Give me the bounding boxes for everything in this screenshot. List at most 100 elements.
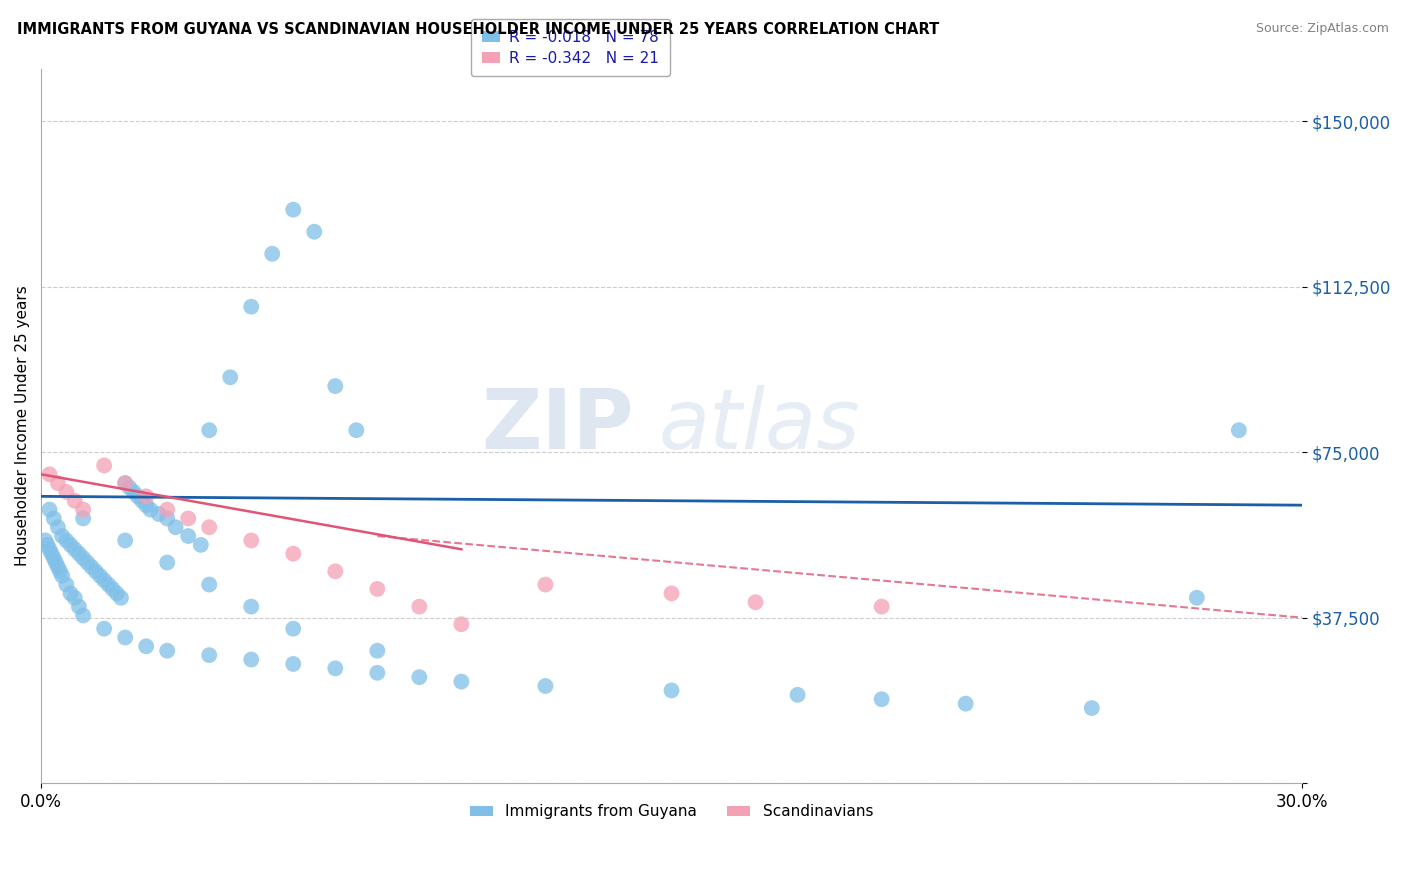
Text: ZIP: ZIP [481, 385, 634, 467]
Point [450, 674, 472, 689]
Point [55, 577, 77, 591]
Point [283, 547, 305, 561]
Point [139, 502, 162, 516]
Legend: Immigrants from Guyana, Scandinavians: Immigrants from Guyana, Scandinavians [464, 798, 879, 825]
Point [534, 577, 557, 591]
Point [72, 551, 94, 566]
Point [51, 568, 73, 582]
Point [870, 599, 893, 614]
Point [89, 568, 111, 582]
Point [114, 631, 136, 645]
Point [114, 476, 136, 491]
Point [84, 565, 107, 579]
Point [51, 529, 73, 543]
Point [198, 520, 221, 534]
Point [59, 586, 82, 600]
Point [38, 542, 60, 557]
Point [366, 582, 388, 596]
Point [156, 556, 179, 570]
Text: IMMIGRANTS FROM GUYANA VS SCANDINAVIAN HOUSEHOLDER INCOME UNDER 25 YEARS CORRELA: IMMIGRANTS FROM GUYANA VS SCANDINAVIAN H… [17, 22, 939, 37]
Point [283, 622, 305, 636]
Point [93, 458, 115, 473]
Point [110, 591, 132, 605]
Point [190, 538, 212, 552]
Point [240, 599, 263, 614]
Point [93, 573, 115, 587]
Point [59, 538, 82, 552]
Point [323, 661, 346, 675]
Point [744, 595, 766, 609]
Point [156, 644, 179, 658]
Point [165, 520, 187, 534]
Point [80, 560, 103, 574]
Point [63, 493, 86, 508]
Point [46, 560, 69, 574]
Point [46, 476, 69, 491]
Point [55, 485, 77, 500]
Point [72, 511, 94, 525]
Point [105, 586, 128, 600]
Point [283, 657, 305, 671]
Point [42, 551, 65, 566]
Point [198, 577, 221, 591]
Point [1185, 591, 1208, 605]
Point [1227, 423, 1250, 437]
Point [240, 300, 263, 314]
Point [135, 489, 157, 503]
Point [135, 498, 157, 512]
Point [76, 556, 98, 570]
Point [72, 502, 94, 516]
Point [101, 582, 124, 596]
Point [93, 622, 115, 636]
Point [38, 467, 60, 482]
Point [67, 547, 90, 561]
Text: atlas: atlas [659, 385, 860, 467]
Point [45, 556, 67, 570]
Point [408, 599, 430, 614]
Point [41, 547, 63, 561]
Point [55, 533, 77, 548]
Point [42, 511, 65, 525]
Point [450, 617, 472, 632]
Point [198, 423, 221, 437]
Point [786, 688, 808, 702]
Point [344, 423, 367, 437]
Point [34, 533, 56, 548]
Point [37, 538, 59, 552]
Point [156, 511, 179, 525]
Point [156, 502, 179, 516]
Point [63, 591, 86, 605]
Point [63, 542, 86, 557]
Point [366, 644, 388, 658]
Point [304, 225, 326, 239]
Point [661, 683, 683, 698]
Point [219, 370, 242, 384]
Text: Source: ZipAtlas.com: Source: ZipAtlas.com [1256, 22, 1389, 36]
Point [408, 670, 430, 684]
Point [955, 697, 977, 711]
Point [870, 692, 893, 706]
Y-axis label: Householder Income Under 25 years: Householder Income Under 25 years [15, 285, 30, 566]
Point [46, 520, 69, 534]
Point [72, 608, 94, 623]
Point [114, 476, 136, 491]
Point [283, 202, 305, 217]
Point [534, 679, 557, 693]
Point [240, 533, 263, 548]
Point [323, 379, 346, 393]
Point [38, 502, 60, 516]
Point [97, 577, 120, 591]
Point [67, 599, 90, 614]
Point [114, 533, 136, 548]
Point [177, 529, 200, 543]
Point [131, 493, 153, 508]
Point [1081, 701, 1104, 715]
Point [148, 507, 170, 521]
Point [122, 485, 145, 500]
Point [118, 481, 141, 495]
Point [661, 586, 683, 600]
Point [135, 640, 157, 654]
Point [177, 511, 200, 525]
Point [198, 648, 221, 662]
Point [49, 565, 72, 579]
